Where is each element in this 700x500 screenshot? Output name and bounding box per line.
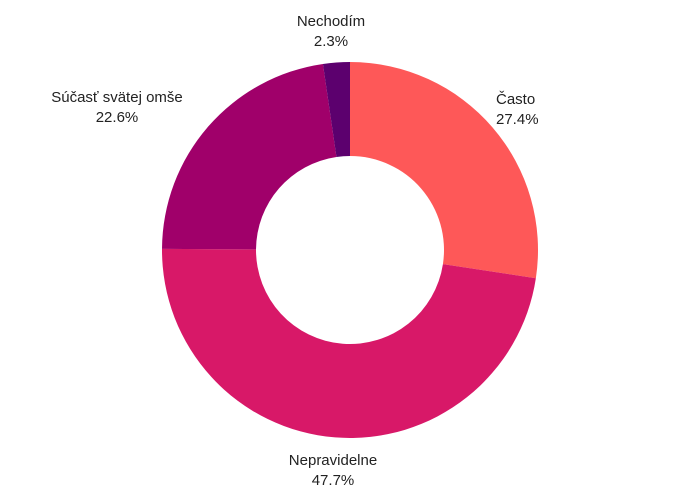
- slice-nepravidelne: [161, 248, 536, 438]
- labels-layer: Často 27.4% Nepravidelne 47.7% Súčasť svätej…: [51, 13, 538, 489]
- slice-sucast-svatej-omse: [162, 63, 337, 250]
- slice-percent-sucast-svatej-omse: 22.6%: [96, 109, 139, 126]
- slice-nechodim: [322, 62, 350, 157]
- slice-label-sucast-svatej-omse: Súčasť svätej omše: [51, 89, 183, 106]
- slices-layer: [161, 62, 538, 438]
- slice-label-nepravidelne: Nepravidelne: [289, 452, 377, 469]
- slice-label-nechodim: Nechodím: [297, 13, 365, 30]
- slice-label-casto: Často: [496, 91, 535, 108]
- slice-percent-nepravidelne: 47.7%: [312, 472, 355, 489]
- slice-casto: [350, 62, 538, 279]
- slice-percent-nechodim: 2.3%: [314, 33, 348, 50]
- slice-percent-casto: 27.4%: [496, 111, 539, 128]
